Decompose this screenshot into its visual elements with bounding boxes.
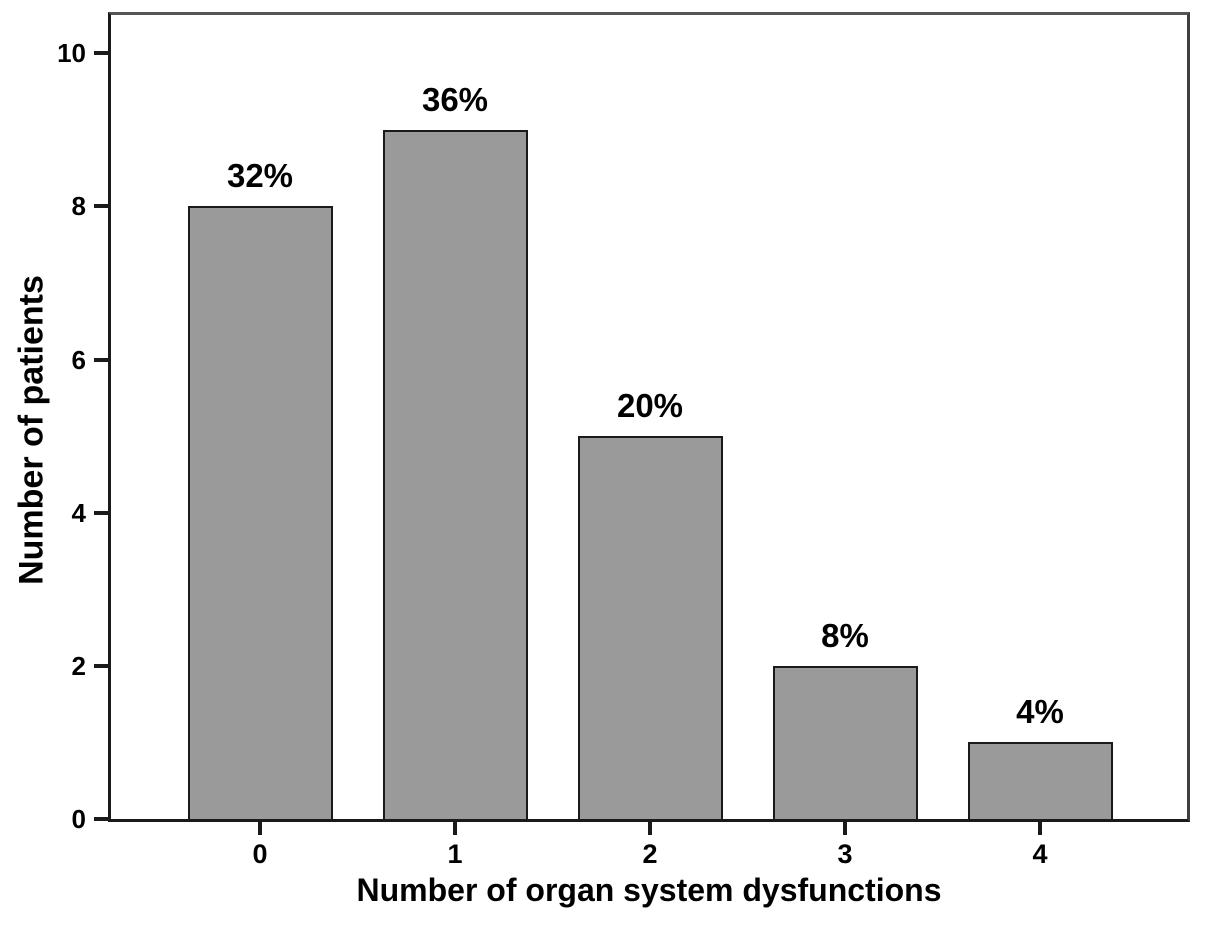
- y-tick-label: 10: [57, 38, 86, 69]
- bar: [382, 129, 528, 819]
- y-tick-label: 8: [71, 191, 86, 222]
- y-tick-label: 2: [71, 650, 86, 681]
- bar: [772, 665, 918, 819]
- x-tick-mark: [453, 822, 457, 835]
- bar-value-label: 4%: [1016, 693, 1064, 731]
- x-tick-label: 0: [252, 839, 268, 869]
- bar-value-label: 36%: [421, 80, 489, 118]
- x-tick-label: 4: [1032, 839, 1048, 869]
- y-tick-mark: [94, 357, 109, 362]
- y-axis-title: Number of patients: [12, 275, 51, 585]
- bar: [187, 206, 333, 819]
- x-tick-mark: [648, 822, 652, 835]
- x-tick-label: 1: [447, 839, 463, 869]
- bar-value-label: 8%: [821, 616, 869, 654]
- x-tick-mark: [258, 822, 262, 835]
- bar-value-label: 20%: [616, 387, 684, 425]
- y-tick-label: 0: [71, 804, 86, 834]
- x-tick-mark: [1038, 822, 1042, 835]
- y-tick-mark: [94, 817, 109, 821]
- y-tick-label: 6: [71, 344, 86, 375]
- y-tick-label: 4: [71, 497, 86, 528]
- x-tick-label: 3: [837, 839, 853, 869]
- bar: [577, 436, 723, 819]
- plot-area: [108, 12, 1190, 822]
- y-tick-mark: [94, 204, 109, 209]
- x-axis-title: Number of organ system dysfunctions: [356, 872, 942, 908]
- bar: [967, 742, 1113, 819]
- y-tick-mark: [94, 663, 109, 668]
- y-tick-mark: [94, 510, 109, 515]
- x-tick-mark: [843, 822, 847, 835]
- bar-value-label: 32%: [226, 157, 294, 195]
- x-tick-label: 2: [642, 839, 658, 869]
- y-tick-mark: [94, 51, 109, 56]
